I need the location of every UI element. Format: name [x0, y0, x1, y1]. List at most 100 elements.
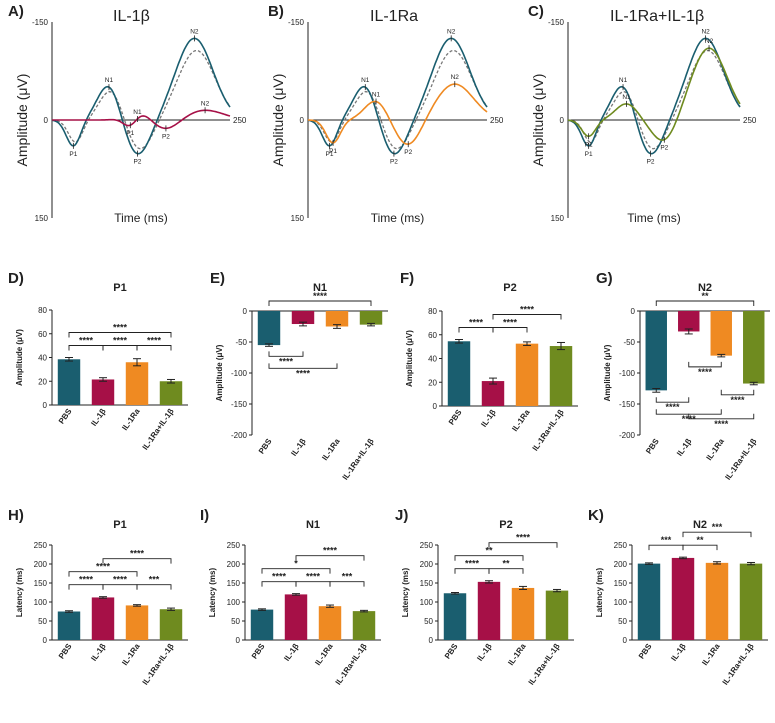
y-tick-label: 150: [227, 579, 241, 588]
y-tick-label: 250: [420, 541, 434, 550]
category-label: IL-1Ra: [120, 407, 142, 433]
significance-bracket: [655, 397, 690, 403]
y-tick-label: 20: [428, 378, 437, 387]
y-axis-label: Latency (ms): [15, 567, 24, 617]
y-tick-label: 0: [623, 636, 628, 645]
y-axis-label: Amplitude (μV): [603, 344, 612, 401]
significance-label: ****: [516, 533, 531, 543]
y-tick-label: 0: [44, 116, 49, 125]
y-tick-label: 50: [231, 617, 240, 626]
y-tick-label: 20: [38, 377, 47, 386]
category-label: IL-1Ra+IL-1β: [334, 642, 369, 687]
y-tick-label: 0: [243, 307, 248, 316]
panel-letter: K): [588, 507, 604, 524]
y-tick-label: 150: [35, 214, 49, 223]
significance-bracket: [136, 345, 172, 351]
category-label: IL-1Ra+IL-1β: [723, 437, 758, 482]
y-tick-label: 0: [43, 636, 48, 645]
significance-label: ****: [306, 572, 321, 582]
panel-letter: J): [395, 507, 408, 524]
significance-label: ****: [730, 395, 745, 405]
peak-label: N1: [372, 92, 381, 99]
bar-1: [477, 581, 501, 640]
chart-title: N2: [693, 519, 707, 531]
significance-label: ***: [661, 535, 672, 545]
significance-bracket: [268, 363, 338, 369]
bar-3: [549, 346, 573, 406]
significance-label: ***: [149, 575, 160, 585]
significance-label: ****: [465, 559, 480, 569]
bar-3: [159, 381, 183, 405]
y-tick-label: 60: [428, 331, 437, 340]
y-axis-label: Amplitude (μV): [15, 329, 24, 386]
significance-label: ****: [503, 318, 518, 328]
bar-chart-7: K) N2 0 50 100 150 200 250 Latency (ms) PBS IL-1β I…: [588, 507, 768, 687]
y-tick-label: 200: [420, 560, 434, 569]
significance-bracket: [682, 531, 752, 538]
bar-2: [125, 362, 149, 405]
category-label: PBS: [447, 407, 464, 426]
significance-bracket: [268, 300, 372, 306]
bar-1: [678, 311, 700, 332]
category-label: PBS: [637, 641, 654, 660]
waveform-title: IL-1β: [113, 8, 150, 25]
panel-letter: C): [528, 3, 544, 20]
x-axis-label: Time (ms): [114, 211, 168, 225]
bar-2: [515, 343, 539, 406]
bar-chart-6: J) P2 0 50 100 150 200 250 Latency (ms) PBS IL-1β I…: [395, 507, 574, 687]
bar-0: [447, 341, 471, 406]
peak-label: N1: [622, 94, 631, 101]
waveform-treatment: [308, 83, 488, 146]
significance-bracket: [136, 584, 172, 590]
bar-0: [250, 609, 274, 640]
significance-label: ****: [313, 291, 328, 301]
category-label: IL-1β: [675, 437, 693, 458]
category-label: PBS: [257, 436, 274, 455]
significance-bracket: [295, 555, 365, 561]
waveform-mean-dashed: [567, 49, 741, 150]
significance-bracket: [68, 571, 138, 577]
category-label: PBS: [644, 436, 661, 455]
bar-0: [57, 611, 81, 640]
y-tick-label: -200: [619, 431, 636, 440]
y-tick-label: 80: [428, 307, 437, 316]
x-tick-label: 250: [743, 116, 757, 125]
waveform-panel-2: C) IL-1Ra+IL-1β -150 0 150 250 Amplitude (μV) T…: [528, 3, 757, 225]
y-axis-label: Latency (ms): [595, 567, 604, 617]
y-tick-label: -50: [623, 338, 635, 347]
chart-title: P2: [499, 519, 512, 531]
y-tick-label: 40: [38, 354, 47, 363]
category-label: PBS: [57, 406, 74, 425]
peak-label: P2: [404, 149, 412, 156]
significance-label: **: [485, 546, 493, 556]
significance-label: ***: [342, 572, 353, 582]
peak-label: N2: [701, 28, 710, 35]
category-label: IL-1β: [89, 642, 107, 663]
waveform-treatment: [52, 109, 231, 130]
waveform-pbs: [567, 37, 741, 155]
category-label: IL-1Ra+IL-1β: [721, 642, 756, 687]
bar-3: [352, 611, 376, 640]
significance-label: ****: [130, 549, 145, 559]
category-label: IL-1β: [475, 642, 493, 663]
y-tick-label: 250: [614, 541, 628, 550]
significance-label: ***: [712, 522, 723, 532]
significance-bracket: [492, 314, 562, 320]
category-label: IL-1β: [289, 437, 307, 458]
bar-3: [739, 563, 763, 640]
bar-0: [443, 593, 467, 640]
peak-label: P1: [126, 130, 134, 137]
chart-title: N1: [313, 282, 327, 294]
significance-bracket: [102, 584, 138, 590]
significance-bracket: [68, 584, 104, 590]
bar-chart-0: D) P1 0 20 40 60 80 Amplitude (μV) PBS IL-1β IL-1R…: [8, 270, 188, 452]
category-label: IL-1Ra: [320, 437, 342, 463]
panel-letter: A): [8, 3, 24, 20]
significance-label: **: [696, 535, 704, 545]
chart-title: P2: [503, 282, 516, 294]
category-label: IL-1Ra+IL-1β: [527, 642, 562, 687]
significance-bracket: [102, 558, 172, 564]
significance-bracket: [68, 332, 172, 338]
peak-label: P1: [585, 151, 593, 158]
